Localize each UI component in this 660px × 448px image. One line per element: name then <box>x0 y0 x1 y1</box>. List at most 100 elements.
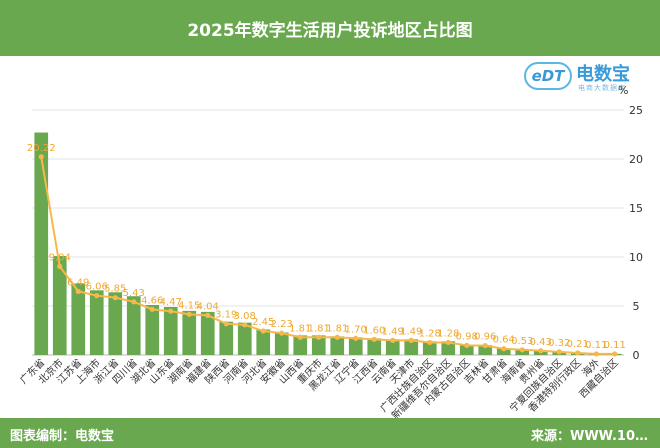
brand-subtitle: 电商大数据库 <box>578 84 626 92</box>
bar <box>256 329 271 355</box>
bar <box>219 321 234 355</box>
line-point <box>408 337 414 343</box>
bar <box>404 339 419 355</box>
data-label: 6.06 <box>86 282 108 293</box>
line-point <box>205 312 211 319</box>
data-label: 9.04 <box>49 252 71 263</box>
line-point <box>168 308 174 314</box>
line-point <box>186 311 192 317</box>
line-point <box>75 288 81 294</box>
line-point <box>242 322 248 328</box>
data-label: 2.23 <box>271 319 293 330</box>
bar <box>34 132 49 355</box>
bar-line-chart: 051015202520.229.046.496.065.855.434.664… <box>17 104 643 418</box>
bar <box>311 335 326 355</box>
data-label: 0.21 <box>567 339 589 350</box>
bar <box>274 332 289 355</box>
line-point <box>371 336 377 342</box>
line-point <box>390 337 396 343</box>
data-label: 5.43 <box>123 288 145 299</box>
line-point <box>112 295 118 301</box>
data-label: 2.45 <box>252 317 274 328</box>
brand-name: 电数宝 <box>576 64 630 85</box>
bar <box>126 296 141 355</box>
bar <box>237 322 252 355</box>
data-label: 6.49 <box>67 277 89 288</box>
bar <box>163 306 178 355</box>
bar <box>293 335 308 355</box>
chart-footer: 图表编制：电数宝 来源：WWW.10… <box>0 418 660 448</box>
data-label: 1.81 <box>308 323 330 334</box>
line-point <box>556 349 562 355</box>
data-label: 0.11 <box>604 340 626 351</box>
line-point <box>38 154 44 160</box>
data-label: 4.04 <box>197 301 219 312</box>
line-point <box>612 351 618 357</box>
data-label: 3.19 <box>215 310 237 321</box>
data-label: 1.60 <box>363 325 385 336</box>
bar <box>89 290 104 355</box>
line-point <box>353 335 359 341</box>
bar <box>108 292 123 355</box>
data-label: 0.98 <box>456 331 478 342</box>
line-point <box>260 328 266 334</box>
line-point <box>501 346 507 352</box>
line-point <box>131 299 137 305</box>
data-label: 1.49 <box>400 326 422 337</box>
y-axis-unit: % <box>618 84 629 97</box>
bar <box>441 341 456 355</box>
cloud-logo-icon: eDT <box>524 62 572 90</box>
data-label: 5.85 <box>104 284 126 295</box>
footer-credit: 图表编制：电数宝 <box>10 429 115 444</box>
data-label: 3.08 <box>234 311 256 322</box>
line-point <box>538 348 544 354</box>
bar <box>367 338 382 355</box>
bar <box>385 339 400 355</box>
line-point <box>445 339 451 346</box>
y-tick-label: 10 <box>629 251 643 264</box>
line-point <box>427 339 433 346</box>
bar <box>200 311 215 355</box>
line-point <box>297 334 303 340</box>
line-point <box>316 334 322 340</box>
data-label: 1.70 <box>345 324 367 335</box>
bar <box>478 345 493 355</box>
line-point <box>482 342 488 349</box>
bar <box>348 337 363 355</box>
line-point <box>593 351 599 357</box>
data-label: 1.49 <box>382 326 404 337</box>
y-tick-label: 5 <box>633 300 640 313</box>
line-point <box>334 334 340 340</box>
bar <box>496 348 511 355</box>
chart-title: 2025年数字生活用户投诉地区占比图 <box>187 20 473 41</box>
data-label: 0.53 <box>511 336 533 347</box>
data-label: 20.22 <box>27 143 56 154</box>
line-point <box>94 293 100 299</box>
bar <box>52 256 67 355</box>
y-tick-label: 20 <box>629 153 643 166</box>
data-label: 0.32 <box>548 338 570 349</box>
data-label: 0.96 <box>474 332 496 343</box>
bar <box>145 305 160 355</box>
y-tick-label: 0 <box>633 349 640 362</box>
data-label: 0.11 <box>585 340 607 351</box>
y-tick-label: 25 <box>629 104 643 117</box>
line-point <box>57 263 63 270</box>
y-tick-label: 15 <box>629 202 643 215</box>
brand-logo: eDT 电数宝 电商大数据库 <box>524 60 634 94</box>
bar <box>71 283 86 355</box>
footer-source: 来源：WWW.10… <box>531 429 648 444</box>
line-point <box>149 306 155 312</box>
bar <box>422 341 437 355</box>
data-label: 1.81 <box>326 323 348 334</box>
data-label: 0.43 <box>530 337 552 348</box>
data-label: 0.64 <box>493 335 515 346</box>
data-label: 4.66 <box>141 295 163 306</box>
bar <box>330 336 345 355</box>
data-label: 4.15 <box>178 300 200 311</box>
series-line <box>40 156 615 355</box>
bar <box>459 345 474 355</box>
data-label: 4.47 <box>160 297 182 308</box>
line-point <box>279 330 285 336</box>
bar <box>182 310 197 355</box>
